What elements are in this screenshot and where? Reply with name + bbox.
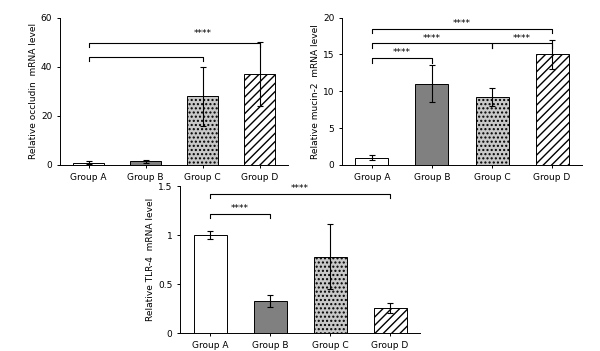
Bar [130,161,161,165]
Y-axis label: Relative mucin-2  mRNA level: Relative mucin-2 mRNA level [311,24,320,159]
Bar [476,97,509,165]
Bar [314,257,347,333]
Text: ****: **** [453,19,471,28]
Bar [187,96,218,165]
Text: ****: **** [231,204,249,213]
Text: ****: **** [291,184,309,193]
Bar [193,235,227,333]
Bar [355,158,389,165]
Text: ****: **** [513,34,531,42]
Bar [254,301,287,333]
Text: ****: **** [423,34,441,42]
Bar [536,54,569,165]
Text: ****: **** [393,48,411,57]
Bar [415,84,448,165]
Bar [373,308,407,333]
Bar [244,74,275,165]
Y-axis label: Relative TLR-4  mRNA level: Relative TLR-4 mRNA level [146,198,155,322]
Y-axis label: Relative occludin  mRNA level: Relative occludin mRNA level [29,23,38,159]
Bar [73,163,104,165]
Text: ****: **** [193,29,212,39]
